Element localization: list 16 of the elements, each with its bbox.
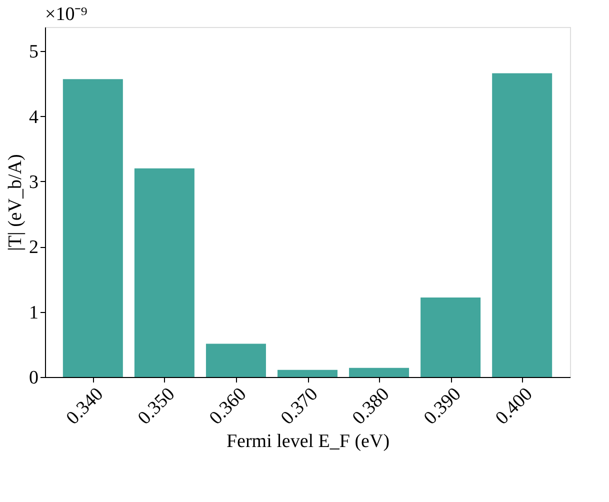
bar bbox=[278, 370, 338, 377]
bar bbox=[206, 344, 266, 377]
bar bbox=[62, 79, 123, 377]
y-tick-label: 3 bbox=[29, 172, 38, 193]
y-tick-label: 2 bbox=[29, 237, 38, 258]
bar bbox=[349, 368, 410, 377]
y-tick-label: 4 bbox=[29, 106, 39, 128]
text: ×10⁻⁹ bbox=[45, 4, 88, 25]
x-axis-title: Fermi level E_F (eV) bbox=[226, 431, 390, 452]
bar bbox=[492, 73, 552, 377]
bar bbox=[420, 297, 481, 377]
y-tick-label: 1 bbox=[29, 302, 38, 324]
y-tick-label: 0 bbox=[29, 368, 38, 388]
y-axis-title: |T| (eV_b/A) bbox=[5, 154, 26, 251]
y-tick-label: 5 bbox=[29, 42, 38, 63]
bar bbox=[134, 168, 194, 377]
